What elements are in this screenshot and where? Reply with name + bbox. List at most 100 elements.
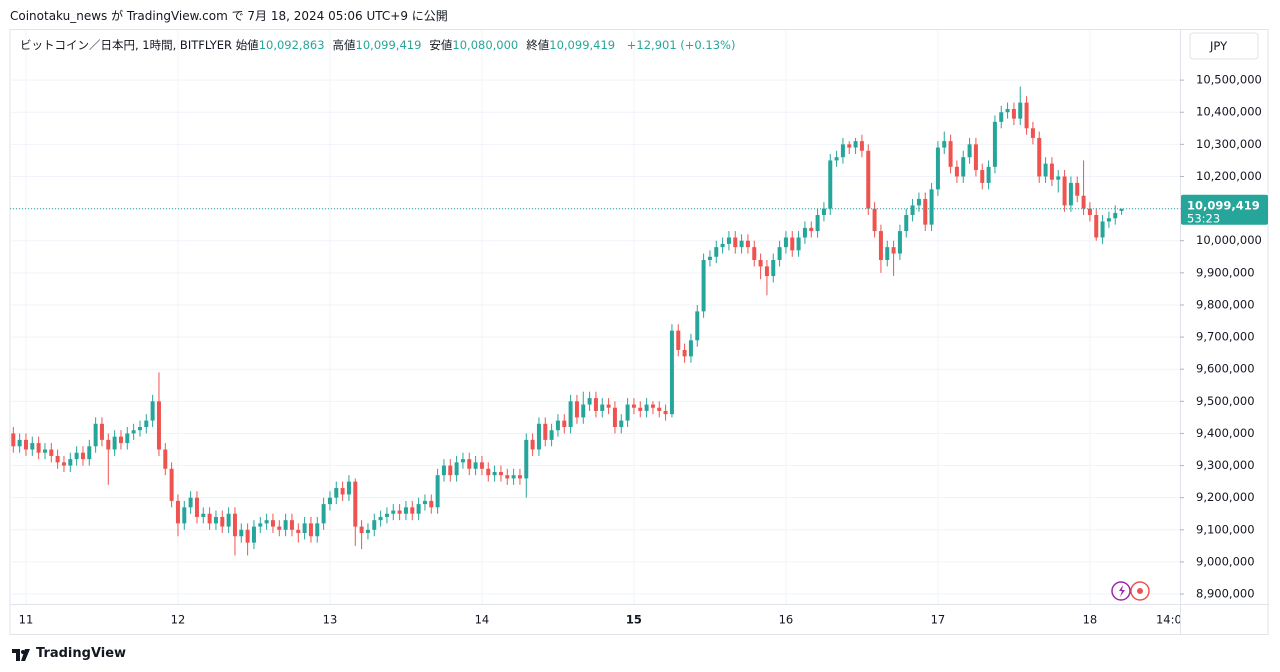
logo bbox=[12, 649, 30, 661]
candle-body bbox=[251, 526, 256, 543]
field-label: 高値 bbox=[332, 38, 356, 52]
x-tick-label: 14 bbox=[475, 613, 490, 627]
last-price-label: 10,099,419 bbox=[1187, 198, 1260, 212]
candle-body bbox=[194, 497, 199, 517]
candle-body bbox=[49, 449, 54, 456]
candle-body bbox=[650, 404, 655, 408]
change: +12,901 (+0.13%) bbox=[626, 38, 736, 52]
candle-body bbox=[315, 523, 320, 537]
candle-body bbox=[131, 430, 136, 434]
candle-body bbox=[948, 141, 953, 167]
candle-body bbox=[372, 520, 377, 530]
y-tick-label: 10,300,000 bbox=[1196, 137, 1262, 151]
candle-body bbox=[619, 420, 624, 428]
candle-body bbox=[897, 231, 902, 254]
candle-body bbox=[752, 247, 757, 260]
candle-body bbox=[1113, 212, 1118, 219]
candle-body bbox=[473, 462, 478, 469]
candle-body bbox=[866, 150, 871, 209]
candle-body bbox=[327, 497, 332, 505]
candle-body bbox=[182, 507, 187, 524]
candle-body bbox=[106, 439, 111, 450]
candle-body bbox=[707, 256, 712, 260]
candle-body bbox=[1030, 128, 1035, 138]
candle-body bbox=[885, 247, 890, 260]
y-tick-label: 10,000,000 bbox=[1196, 233, 1262, 247]
candle-body bbox=[796, 237, 801, 251]
last-price-box bbox=[1181, 194, 1268, 225]
candle-body bbox=[840, 144, 845, 158]
candle-body bbox=[872, 208, 877, 232]
candle-body bbox=[600, 404, 605, 411]
candle-body bbox=[55, 455, 60, 463]
chart-frame bbox=[9, 29, 1269, 635]
candle-body bbox=[986, 166, 991, 183]
candle-body bbox=[878, 231, 883, 260]
candle-body bbox=[1081, 195, 1086, 209]
candle-body bbox=[720, 243, 725, 248]
candle-body bbox=[353, 481, 358, 527]
candle-body bbox=[1037, 137, 1042, 177]
candle-body bbox=[99, 423, 104, 440]
candle-body bbox=[397, 510, 402, 514]
candle-body bbox=[391, 510, 396, 514]
candle-body bbox=[1056, 176, 1061, 180]
candle-body bbox=[815, 215, 820, 232]
candle-body bbox=[498, 471, 503, 476]
candle-body bbox=[346, 481, 351, 495]
candle-body bbox=[169, 468, 174, 501]
candle-body bbox=[543, 423, 548, 440]
candle-body bbox=[448, 465, 453, 476]
y-tick-label: 10,400,000 bbox=[1196, 105, 1262, 119]
currency-button[interactable] bbox=[1189, 32, 1259, 60]
candle-body bbox=[277, 526, 282, 530]
candle-body bbox=[87, 446, 92, 460]
y-tick-label: 9,100,000 bbox=[1196, 522, 1255, 536]
candle-body bbox=[695, 311, 700, 341]
candle-body bbox=[714, 247, 719, 257]
candle-body bbox=[36, 443, 41, 453]
y-tick-label: 9,200,000 bbox=[1196, 490, 1255, 504]
candle-body bbox=[1106, 218, 1111, 222]
candle-body bbox=[156, 401, 161, 450]
candle-body bbox=[904, 215, 909, 232]
field-label: 始値 bbox=[235, 38, 259, 52]
candle-body bbox=[916, 198, 921, 206]
footer: TradingView bbox=[36, 646, 127, 661]
candle-body bbox=[486, 468, 491, 476]
candle-body bbox=[334, 488, 339, 498]
candle-body bbox=[505, 475, 510, 479]
candle-body bbox=[270, 520, 275, 527]
candle-body bbox=[853, 141, 858, 148]
y-tick-label: 9,300,000 bbox=[1196, 458, 1255, 472]
candle-body bbox=[802, 227, 807, 238]
candle-body bbox=[435, 475, 440, 508]
candle-body bbox=[536, 423, 541, 450]
candle-body bbox=[137, 427, 142, 431]
y-tick-label: 9,600,000 bbox=[1196, 362, 1255, 376]
candle-body bbox=[264, 520, 269, 524]
candle-body bbox=[726, 237, 731, 244]
candle-body bbox=[74, 452, 79, 460]
candle-body bbox=[42, 449, 47, 453]
candle-body bbox=[283, 520, 288, 530]
candle-body bbox=[479, 462, 484, 469]
currency[interactable]: JPY bbox=[1209, 39, 1228, 53]
candle-body bbox=[1075, 182, 1080, 196]
candle-body bbox=[701, 259, 706, 312]
candle-body bbox=[492, 471, 497, 476]
y-tick-label: 9,500,000 bbox=[1196, 394, 1255, 408]
candle-body bbox=[549, 430, 554, 440]
candle-body bbox=[663, 410, 668, 415]
candle-body bbox=[125, 433, 130, 444]
candle-body bbox=[163, 449, 168, 469]
candle-body bbox=[644, 404, 649, 411]
candles bbox=[10, 86, 1180, 556]
y-tick-label: 10,200,000 bbox=[1196, 169, 1262, 183]
candle-body bbox=[80, 452, 85, 460]
candle-body bbox=[910, 205, 915, 216]
candle-body bbox=[239, 529, 244, 537]
record-icon-dot bbox=[1137, 588, 1143, 594]
axes: 8,900,000 9,000,000 9,100,000 9,200,000 9,30… bbox=[19, 73, 1268, 627]
